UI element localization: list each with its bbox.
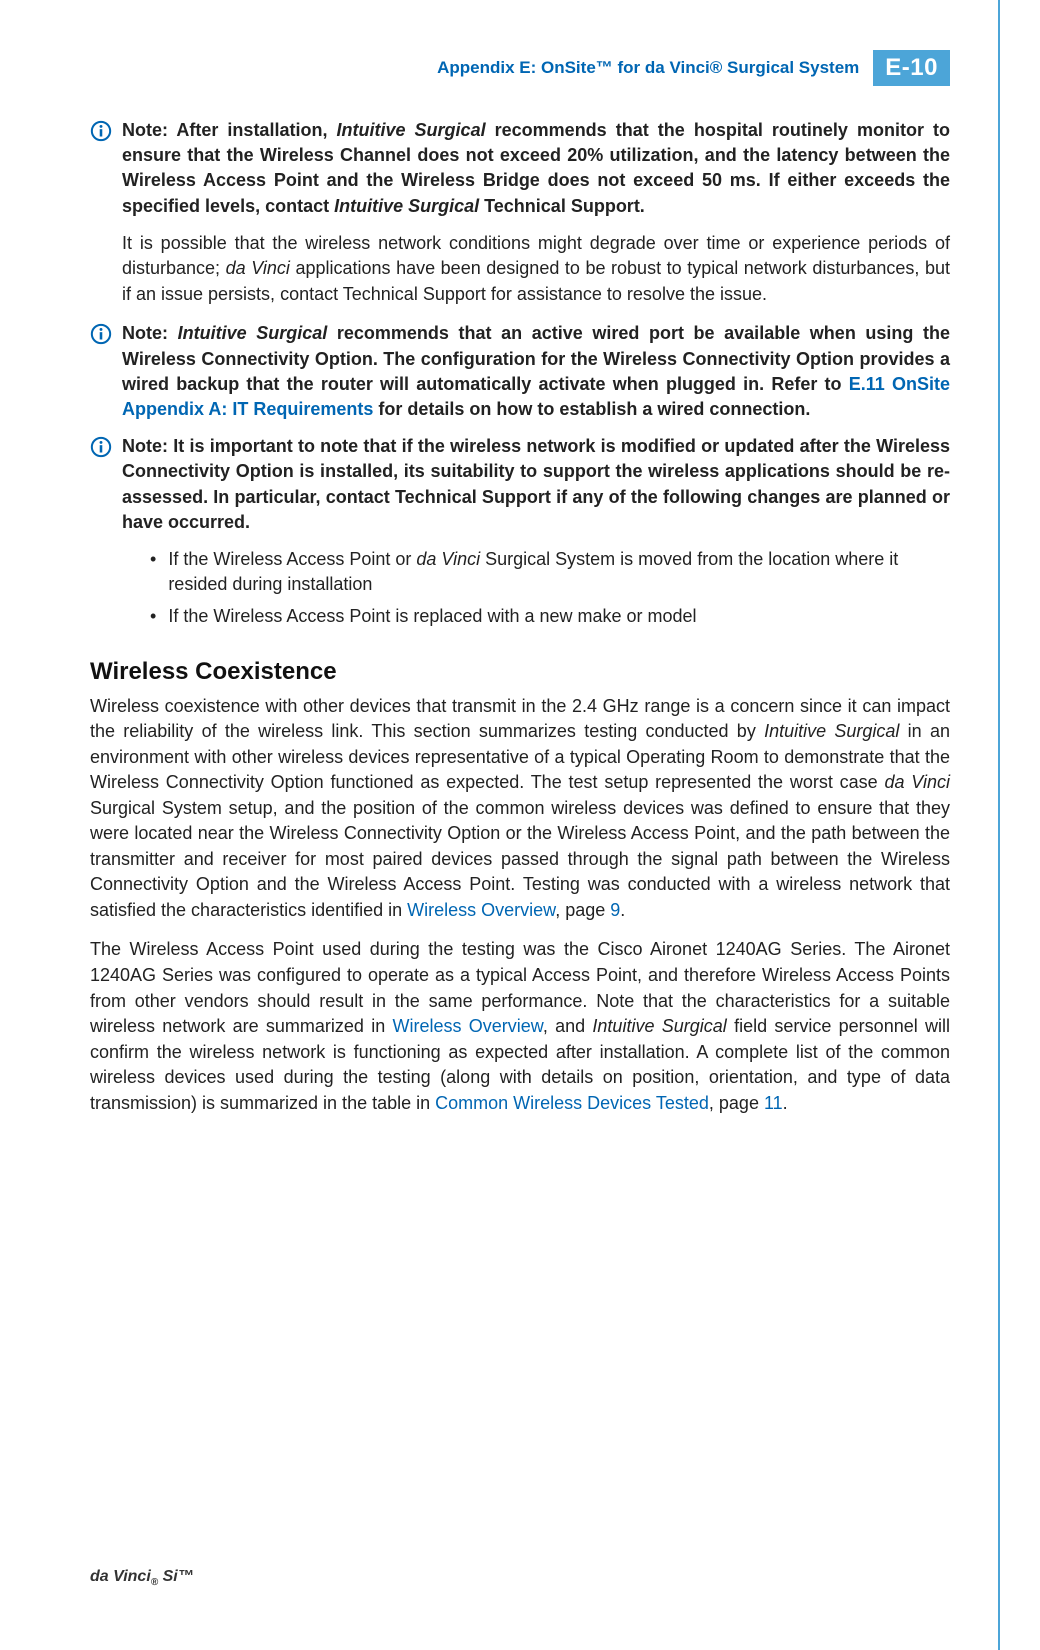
text-italic: Intuitive Surgical [764, 721, 899, 741]
note-block-3: Note: It is important to note that if th… [90, 434, 950, 535]
body-paragraph: It is possible that the wireless network… [122, 231, 950, 308]
bullet-marker: • [150, 547, 156, 598]
text-fragment: , and [543, 1016, 593, 1036]
bullet-marker: • [150, 604, 156, 630]
note-text-fragment: Note: [122, 323, 178, 343]
note-3-text: Note: It is important to note that if th… [122, 434, 950, 535]
list-item: • If the Wireless Access Point is replac… [150, 604, 950, 630]
page-number-badge: E-10 [873, 50, 950, 86]
note-text-fragment: Technical Support. [479, 196, 645, 216]
note-text-fragment: for details on how to establish a wired … [373, 399, 810, 419]
note-text-italic: Intuitive Surgical [334, 196, 479, 216]
cross-reference-link[interactable]: Common Wireless Devices Tested [435, 1093, 709, 1113]
text-italic: Intuitive Surgical [592, 1016, 726, 1036]
section-paragraph-2: The Wireless Access Point used during th… [90, 937, 950, 1116]
info-icon [90, 120, 112, 142]
text-fragment: , page [555, 900, 610, 920]
cross-reference-link[interactable]: Wireless Overview [393, 1016, 543, 1036]
footer-brand: Si™ [158, 1568, 194, 1585]
header-title: Appendix E: OnSite™ for da Vinci® Surgic… [437, 58, 859, 78]
section-paragraph-1: Wireless coexistence with other devices … [90, 694, 950, 924]
text-fragment: . [620, 900, 625, 920]
note-text-fragment: Note: After installation, [122, 120, 337, 140]
section-heading: Wireless Coexistence [90, 658, 950, 686]
note-1-text: Note: After installation, Intuitive Surg… [122, 118, 950, 219]
footer-brand: da Vinci [90, 1568, 151, 1585]
note-block-2: Note: Intuitive Surgical recommends that… [90, 321, 950, 422]
text-italic: da Vinci [226, 258, 290, 278]
text-fragment: . [783, 1093, 788, 1113]
page-header: Appendix E: OnSite™ for da Vinci® Surgic… [90, 50, 950, 86]
info-icon [90, 323, 112, 345]
page-footer: da Vinci® Si™ [90, 1568, 194, 1588]
text-italic: da Vinci [416, 549, 480, 569]
list-item: • If the Wireless Access Point or da Vin… [150, 547, 950, 598]
bullet-list: • If the Wireless Access Point or da Vin… [150, 547, 950, 630]
text-fragment: If the Wireless Access Point is replaced… [168, 606, 696, 626]
info-icon [90, 436, 112, 458]
note-text-italic: Intuitive Surgical [178, 323, 328, 343]
text-fragment: , page [709, 1093, 764, 1113]
bullet-text: If the Wireless Access Point or da Vinci… [168, 547, 950, 598]
note-block-1: Note: After installation, Intuitive Surg… [90, 118, 950, 219]
right-margin-rule [998, 0, 1000, 1650]
cross-reference-link[interactable]: Wireless Overview [407, 900, 555, 920]
text-fragment: If the Wireless Access Point or [168, 549, 416, 569]
cross-reference-link[interactable]: 11 [764, 1093, 783, 1113]
text-italic: da Vinci [884, 772, 950, 792]
page-container: Appendix E: OnSite™ for da Vinci® Surgic… [0, 0, 1040, 1650]
cross-reference-link[interactable]: 9 [610, 900, 620, 920]
note-text-italic: Intuitive Surgical [337, 120, 486, 140]
bullet-text: If the Wireless Access Point is replaced… [168, 604, 950, 630]
note-2-text: Note: Intuitive Surgical recommends that… [122, 321, 950, 422]
